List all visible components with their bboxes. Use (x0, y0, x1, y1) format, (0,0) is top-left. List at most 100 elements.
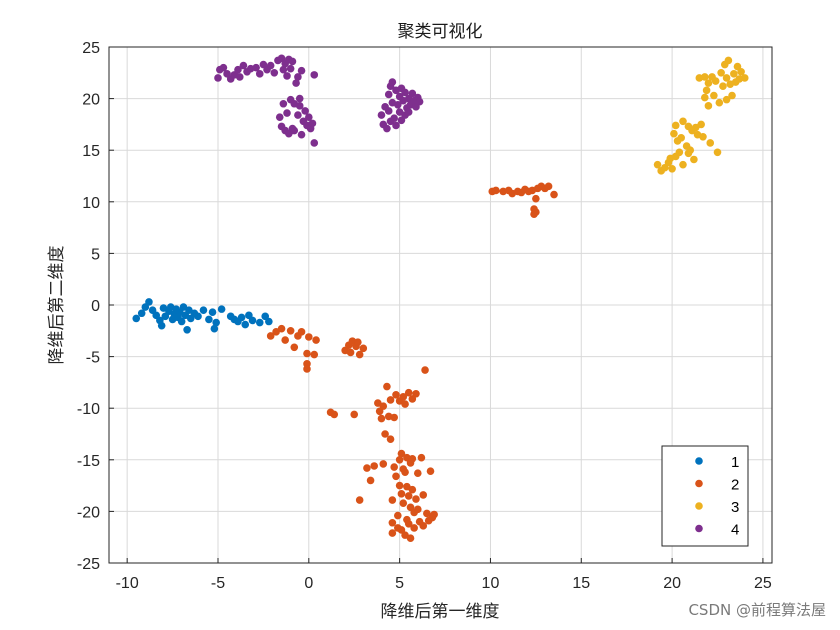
data-point-series-2 (366, 476, 375, 485)
data-point-series-3 (677, 134, 685, 142)
data-point-series-4 (383, 124, 391, 133)
data-point-series-4 (214, 74, 222, 82)
data-point-series-2 (355, 350, 364, 359)
data-point-series-1 (177, 317, 186, 326)
data-point-series-2 (390, 413, 398, 422)
legend-label-4: 4 (731, 522, 739, 539)
data-point-series-2 (266, 332, 275, 340)
data-point-series-2 (532, 208, 540, 216)
data-point-series-3 (700, 93, 709, 102)
data-point-series-1 (212, 318, 220, 327)
data-point-series-2 (290, 343, 299, 352)
data-point-series-4 (266, 61, 275, 70)
data-point-series-2 (355, 496, 364, 504)
data-point-series-4 (384, 90, 393, 99)
y-tick-label: 0 (91, 298, 100, 315)
data-point-series-4 (252, 63, 260, 72)
data-point-series-2 (312, 336, 320, 344)
data-point-series-4 (305, 113, 313, 121)
data-point-series-2 (397, 490, 406, 498)
chart-title: 聚类可视化 (398, 22, 483, 42)
data-point-series-2 (386, 396, 395, 404)
y-tick-label: -25 (77, 556, 100, 573)
data-point-series-2 (413, 469, 422, 478)
legend-marker-1 (695, 457, 703, 465)
data-point-series-3 (737, 67, 745, 76)
data-point-series-3 (679, 160, 687, 169)
y-axis-label: 降维后第二维度 (47, 246, 67, 365)
data-point-series-4 (295, 102, 304, 110)
data-point-series-1 (199, 306, 208, 314)
data-point-series-3 (671, 121, 680, 130)
data-point-series-2 (388, 518, 397, 527)
data-point-series-2 (303, 349, 311, 358)
data-point-series-4 (255, 70, 264, 78)
data-point-series-2 (430, 510, 438, 519)
data-point-series-2 (412, 495, 420, 503)
data-point-series-3 (715, 98, 724, 107)
data-point-series-2 (412, 389, 420, 398)
data-point-series-4 (308, 119, 317, 128)
data-point-series-1 (183, 325, 191, 334)
data-point-series-3 (740, 74, 749, 82)
data-point-series-2 (399, 393, 408, 401)
x-tick-label: 15 (572, 575, 590, 592)
data-point-series-2 (401, 400, 409, 408)
y-tick-label: -10 (77, 401, 100, 418)
data-point-series-2 (397, 449, 406, 458)
data-point-series-2 (303, 365, 311, 373)
data-point-series-2 (550, 190, 558, 199)
data-point-series-4 (279, 65, 288, 74)
data-point-series-4 (415, 97, 424, 106)
data-point-series-3 (690, 155, 698, 164)
data-point-series-4 (310, 71, 319, 79)
data-point-series-1 (265, 317, 273, 326)
data-point-series-4 (377, 111, 386, 119)
data-point-series-2 (421, 366, 429, 374)
data-point-series-4 (394, 100, 402, 109)
legend-label-3: 3 (731, 499, 739, 516)
data-point-series-4 (392, 121, 400, 130)
y-tick-label: 20 (82, 92, 100, 109)
data-point-series-3 (700, 73, 709, 81)
data-point-series-1 (137, 309, 146, 318)
x-axis-label: 降维后第一维度 (381, 602, 500, 622)
data-point-series-1 (255, 318, 264, 327)
data-point-series-2 (392, 472, 400, 481)
x-tick-label: -5 (211, 575, 225, 592)
data-point-series-3 (713, 148, 722, 157)
data-point-series-2 (395, 456, 404, 464)
data-point-series-2 (381, 430, 389, 438)
x-tick-label: 25 (754, 575, 772, 592)
data-point-series-2 (401, 468, 409, 476)
data-point-series-1 (210, 324, 219, 333)
data-point-series-3 (653, 160, 662, 169)
legend: 1 2 3 4 (661, 445, 749, 547)
data-point-series-2 (370, 462, 379, 470)
data-point-series-2 (281, 336, 289, 344)
data-point-series-2 (390, 463, 398, 471)
x-ticks: -10 -5 0 5 10 15 20 25 (116, 558, 772, 592)
data-point-series-2 (379, 402, 388, 410)
data-point-series-4 (275, 113, 284, 121)
x-tick-label: 10 (482, 575, 500, 592)
data-point-series-4 (283, 109, 291, 117)
legend-label-1: 1 (731, 454, 739, 471)
data-point-series-2 (383, 382, 391, 391)
data-point-series-1 (157, 321, 166, 330)
data-point-series-4 (384, 107, 393, 115)
data-point-series-4 (292, 79, 300, 87)
data-point-series-4 (235, 73, 244, 81)
y-tick-label: 25 (82, 40, 100, 57)
y-tick-label: 15 (82, 143, 100, 160)
data-point-series-3 (730, 70, 738, 78)
data-point-series-4 (219, 63, 228, 72)
y-tick-label: -5 (86, 350, 100, 367)
grid (109, 46, 772, 564)
data-point-series-2 (388, 529, 397, 537)
x-tick-label: 0 (304, 575, 313, 592)
data-point-series-2 (404, 519, 413, 528)
data-point-series-4 (408, 89, 417, 98)
data-point-series-2 (423, 509, 431, 518)
data-point-series-4 (388, 78, 397, 86)
